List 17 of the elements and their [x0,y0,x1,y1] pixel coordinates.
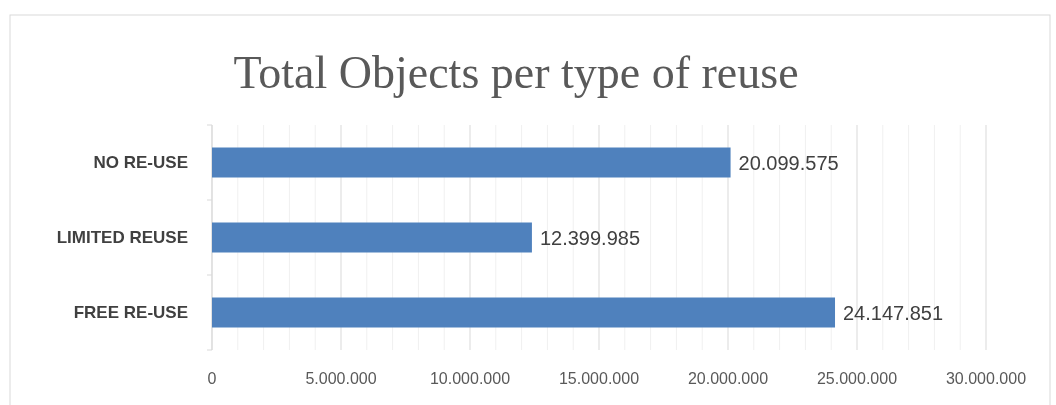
x-tick-label: 15.000.000 [558,370,640,387]
data-label: 24.147.851 [843,301,944,324]
x-tick-label: 5.000.000 [305,370,377,387]
bar [212,222,532,253]
bar [212,297,836,328]
chart-title: Total Objects per type of reuse [233,47,799,98]
x-tick-label: 0 [207,370,217,387]
data-label: 12.399.985 [539,226,641,249]
data-label: 20.099.575 [738,151,839,174]
y-tick-label: NO RE-USE [93,153,188,173]
x-tick-label: 30.000.000 [945,370,1027,387]
x-tick-label: 10.000.000 [429,370,511,387]
y-tick-label: LIMITED REUSE [56,228,188,248]
y-tick-label: FREE RE-USE [73,303,188,323]
x-tick-label: 20.000.000 [687,370,769,387]
bar [212,147,731,178]
x-tick-label: 25.000.000 [816,370,898,387]
